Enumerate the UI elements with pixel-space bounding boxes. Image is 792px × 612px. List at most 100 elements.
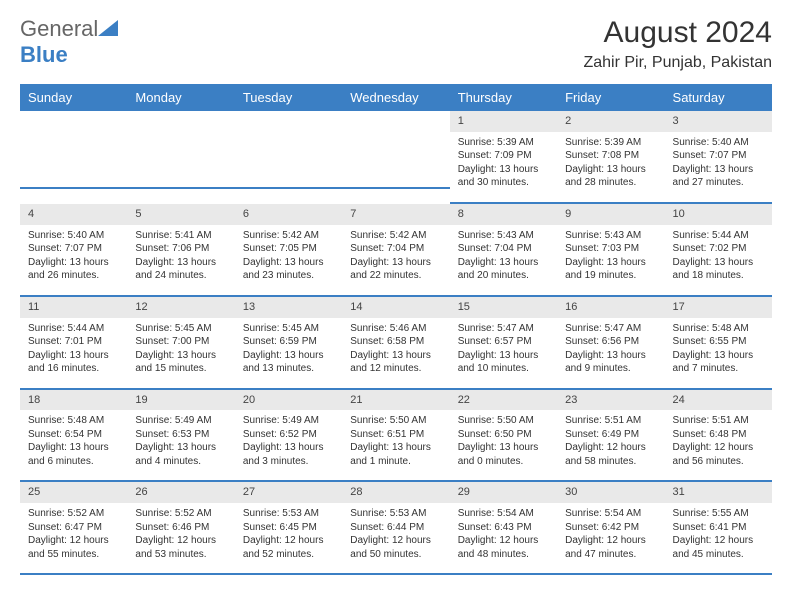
calendar-week-row: 4Sunrise: 5:40 AMSunset: 7:07 PMDaylight… — [20, 204, 772, 297]
sunrise-text: Sunrise: 5:48 AM — [673, 322, 764, 336]
sunrise-text: Sunrise: 5:50 AM — [350, 414, 441, 428]
sunrise-text: Sunrise: 5:42 AM — [243, 229, 334, 243]
sunset-text: Sunset: 6:41 PM — [673, 521, 764, 535]
sunset-text: Sunset: 6:52 PM — [243, 428, 334, 442]
day-content: Sunrise: 5:41 AMSunset: 7:06 PMDaylight:… — [127, 225, 234, 295]
calendar-day-cell: 14Sunrise: 5:46 AMSunset: 6:58 PMDayligh… — [342, 297, 449, 390]
sunset-text: Sunset: 7:05 PM — [243, 242, 334, 256]
calendar-day-cell: 13Sunrise: 5:45 AMSunset: 6:59 PMDayligh… — [235, 297, 342, 390]
day-number: 25 — [20, 482, 127, 503]
day-content — [235, 117, 342, 187]
day-content: Sunrise: 5:43 AMSunset: 7:04 PMDaylight:… — [450, 225, 557, 295]
sunset-text: Sunset: 7:08 PM — [565, 149, 656, 163]
sunset-text: Sunset: 6:47 PM — [28, 521, 119, 535]
sunrise-text: Sunrise: 5:51 AM — [565, 414, 656, 428]
sunrise-text: Sunrise: 5:50 AM — [458, 414, 549, 428]
calendar-week-row: 25Sunrise: 5:52 AMSunset: 6:47 PMDayligh… — [20, 482, 772, 575]
sunset-text: Sunset: 6:49 PM — [565, 428, 656, 442]
sunrise-text: Sunrise: 5:52 AM — [28, 507, 119, 521]
daylight-text: Daylight: 13 hours and 10 minutes. — [458, 349, 549, 376]
day-number: 15 — [450, 297, 557, 318]
calendar-day-cell: 20Sunrise: 5:49 AMSunset: 6:52 PMDayligh… — [235, 390, 342, 483]
day-content — [20, 117, 127, 187]
calendar-day-cell: 5Sunrise: 5:41 AMSunset: 7:06 PMDaylight… — [127, 204, 234, 297]
day-content: Sunrise: 5:46 AMSunset: 6:58 PMDaylight:… — [342, 318, 449, 388]
calendar-day-cell: 21Sunrise: 5:50 AMSunset: 6:51 PMDayligh… — [342, 390, 449, 483]
sunset-text: Sunset: 7:02 PM — [673, 242, 764, 256]
sunrise-text: Sunrise: 5:53 AM — [350, 507, 441, 521]
day-content: Sunrise: 5:50 AMSunset: 6:50 PMDaylight:… — [450, 410, 557, 480]
day-content: Sunrise: 5:54 AMSunset: 6:43 PMDaylight:… — [450, 503, 557, 573]
day-number: 5 — [127, 204, 234, 225]
sunrise-text: Sunrise: 5:54 AM — [458, 507, 549, 521]
sunset-text: Sunset: 6:58 PM — [350, 335, 441, 349]
calendar-day-cell: 4Sunrise: 5:40 AMSunset: 7:07 PMDaylight… — [20, 204, 127, 297]
sunrise-text: Sunrise: 5:43 AM — [458, 229, 549, 243]
calendar-day-cell: 3Sunrise: 5:40 AMSunset: 7:07 PMDaylight… — [665, 111, 772, 204]
day-content: Sunrise: 5:47 AMSunset: 6:56 PMDaylight:… — [557, 318, 664, 388]
calendar-day-cell: 30Sunrise: 5:54 AMSunset: 6:42 PMDayligh… — [557, 482, 664, 575]
day-content: Sunrise: 5:45 AMSunset: 7:00 PMDaylight:… — [127, 318, 234, 388]
daylight-text: Daylight: 12 hours and 45 minutes. — [673, 534, 764, 561]
day-number: 20 — [235, 390, 342, 411]
daylight-text: Daylight: 13 hours and 9 minutes. — [565, 349, 656, 376]
daylight-text: Daylight: 12 hours and 50 minutes. — [350, 534, 441, 561]
day-content: Sunrise: 5:39 AMSunset: 7:09 PMDaylight:… — [450, 132, 557, 202]
day-number: 9 — [557, 204, 664, 225]
weekday-header: Sunday — [20, 84, 127, 111]
day-number: 12 — [127, 297, 234, 318]
sunrise-text: Sunrise: 5:40 AM — [28, 229, 119, 243]
day-number: 23 — [557, 390, 664, 411]
day-content: Sunrise: 5:51 AMSunset: 6:48 PMDaylight:… — [665, 410, 772, 480]
sunset-text: Sunset: 6:42 PM — [565, 521, 656, 535]
daylight-text: Daylight: 13 hours and 16 minutes. — [28, 349, 119, 376]
day-number: 26 — [127, 482, 234, 503]
day-number: 18 — [20, 390, 127, 411]
sunrise-text: Sunrise: 5:40 AM — [673, 136, 764, 150]
daylight-text: Daylight: 12 hours and 58 minutes. — [565, 441, 656, 468]
daylight-text: Daylight: 13 hours and 27 minutes. — [673, 163, 764, 190]
day-number: 13 — [235, 297, 342, 318]
day-number: 1 — [450, 111, 557, 132]
weekday-header: Saturday — [665, 84, 772, 111]
calendar-day-cell: 9Sunrise: 5:43 AMSunset: 7:03 PMDaylight… — [557, 204, 664, 297]
day-content: Sunrise: 5:40 AMSunset: 7:07 PMDaylight:… — [20, 225, 127, 295]
daylight-text: Daylight: 13 hours and 0 minutes. — [458, 441, 549, 468]
sunset-text: Sunset: 6:45 PM — [243, 521, 334, 535]
day-number: 6 — [235, 204, 342, 225]
calendar-day-cell: 19Sunrise: 5:49 AMSunset: 6:53 PMDayligh… — [127, 390, 234, 483]
sunset-text: Sunset: 6:59 PM — [243, 335, 334, 349]
sunset-text: Sunset: 7:00 PM — [135, 335, 226, 349]
daylight-text: Daylight: 13 hours and 6 minutes. — [28, 441, 119, 468]
day-number: 24 — [665, 390, 772, 411]
calendar-day-cell: 24Sunrise: 5:51 AMSunset: 6:48 PMDayligh… — [665, 390, 772, 483]
sunrise-text: Sunrise: 5:49 AM — [243, 414, 334, 428]
calendar-day-cell — [20, 111, 127, 204]
calendar-day-cell: 11Sunrise: 5:44 AMSunset: 7:01 PMDayligh… — [20, 297, 127, 390]
brand-logo: General Blue — [20, 16, 118, 68]
day-number: 14 — [342, 297, 449, 318]
day-content: Sunrise: 5:55 AMSunset: 6:41 PMDaylight:… — [665, 503, 772, 573]
calendar-week-row: 11Sunrise: 5:44 AMSunset: 7:01 PMDayligh… — [20, 297, 772, 390]
sunrise-text: Sunrise: 5:41 AM — [135, 229, 226, 243]
calendar-day-cell: 6Sunrise: 5:42 AMSunset: 7:05 PMDaylight… — [235, 204, 342, 297]
daylight-text: Daylight: 13 hours and 20 minutes. — [458, 256, 549, 283]
day-content: Sunrise: 5:48 AMSunset: 6:55 PMDaylight:… — [665, 318, 772, 388]
day-number: 10 — [665, 204, 772, 225]
calendar-day-cell: 8Sunrise: 5:43 AMSunset: 7:04 PMDaylight… — [450, 204, 557, 297]
month-title: August 2024 — [583, 16, 772, 50]
sunrise-text: Sunrise: 5:45 AM — [243, 322, 334, 336]
daylight-text: Daylight: 13 hours and 15 minutes. — [135, 349, 226, 376]
day-content — [342, 117, 449, 187]
day-content: Sunrise: 5:45 AMSunset: 6:59 PMDaylight:… — [235, 318, 342, 388]
sunrise-text: Sunrise: 5:52 AM — [135, 507, 226, 521]
day-number: 19 — [127, 390, 234, 411]
sunrise-text: Sunrise: 5:47 AM — [565, 322, 656, 336]
sunrise-text: Sunrise: 5:44 AM — [673, 229, 764, 243]
day-content: Sunrise: 5:52 AMSunset: 6:47 PMDaylight:… — [20, 503, 127, 573]
day-number: 17 — [665, 297, 772, 318]
calendar-day-cell: 27Sunrise: 5:53 AMSunset: 6:45 PMDayligh… — [235, 482, 342, 575]
sunset-text: Sunset: 6:46 PM — [135, 521, 226, 535]
calendar-day-cell: 1Sunrise: 5:39 AMSunset: 7:09 PMDaylight… — [450, 111, 557, 204]
day-number: 31 — [665, 482, 772, 503]
